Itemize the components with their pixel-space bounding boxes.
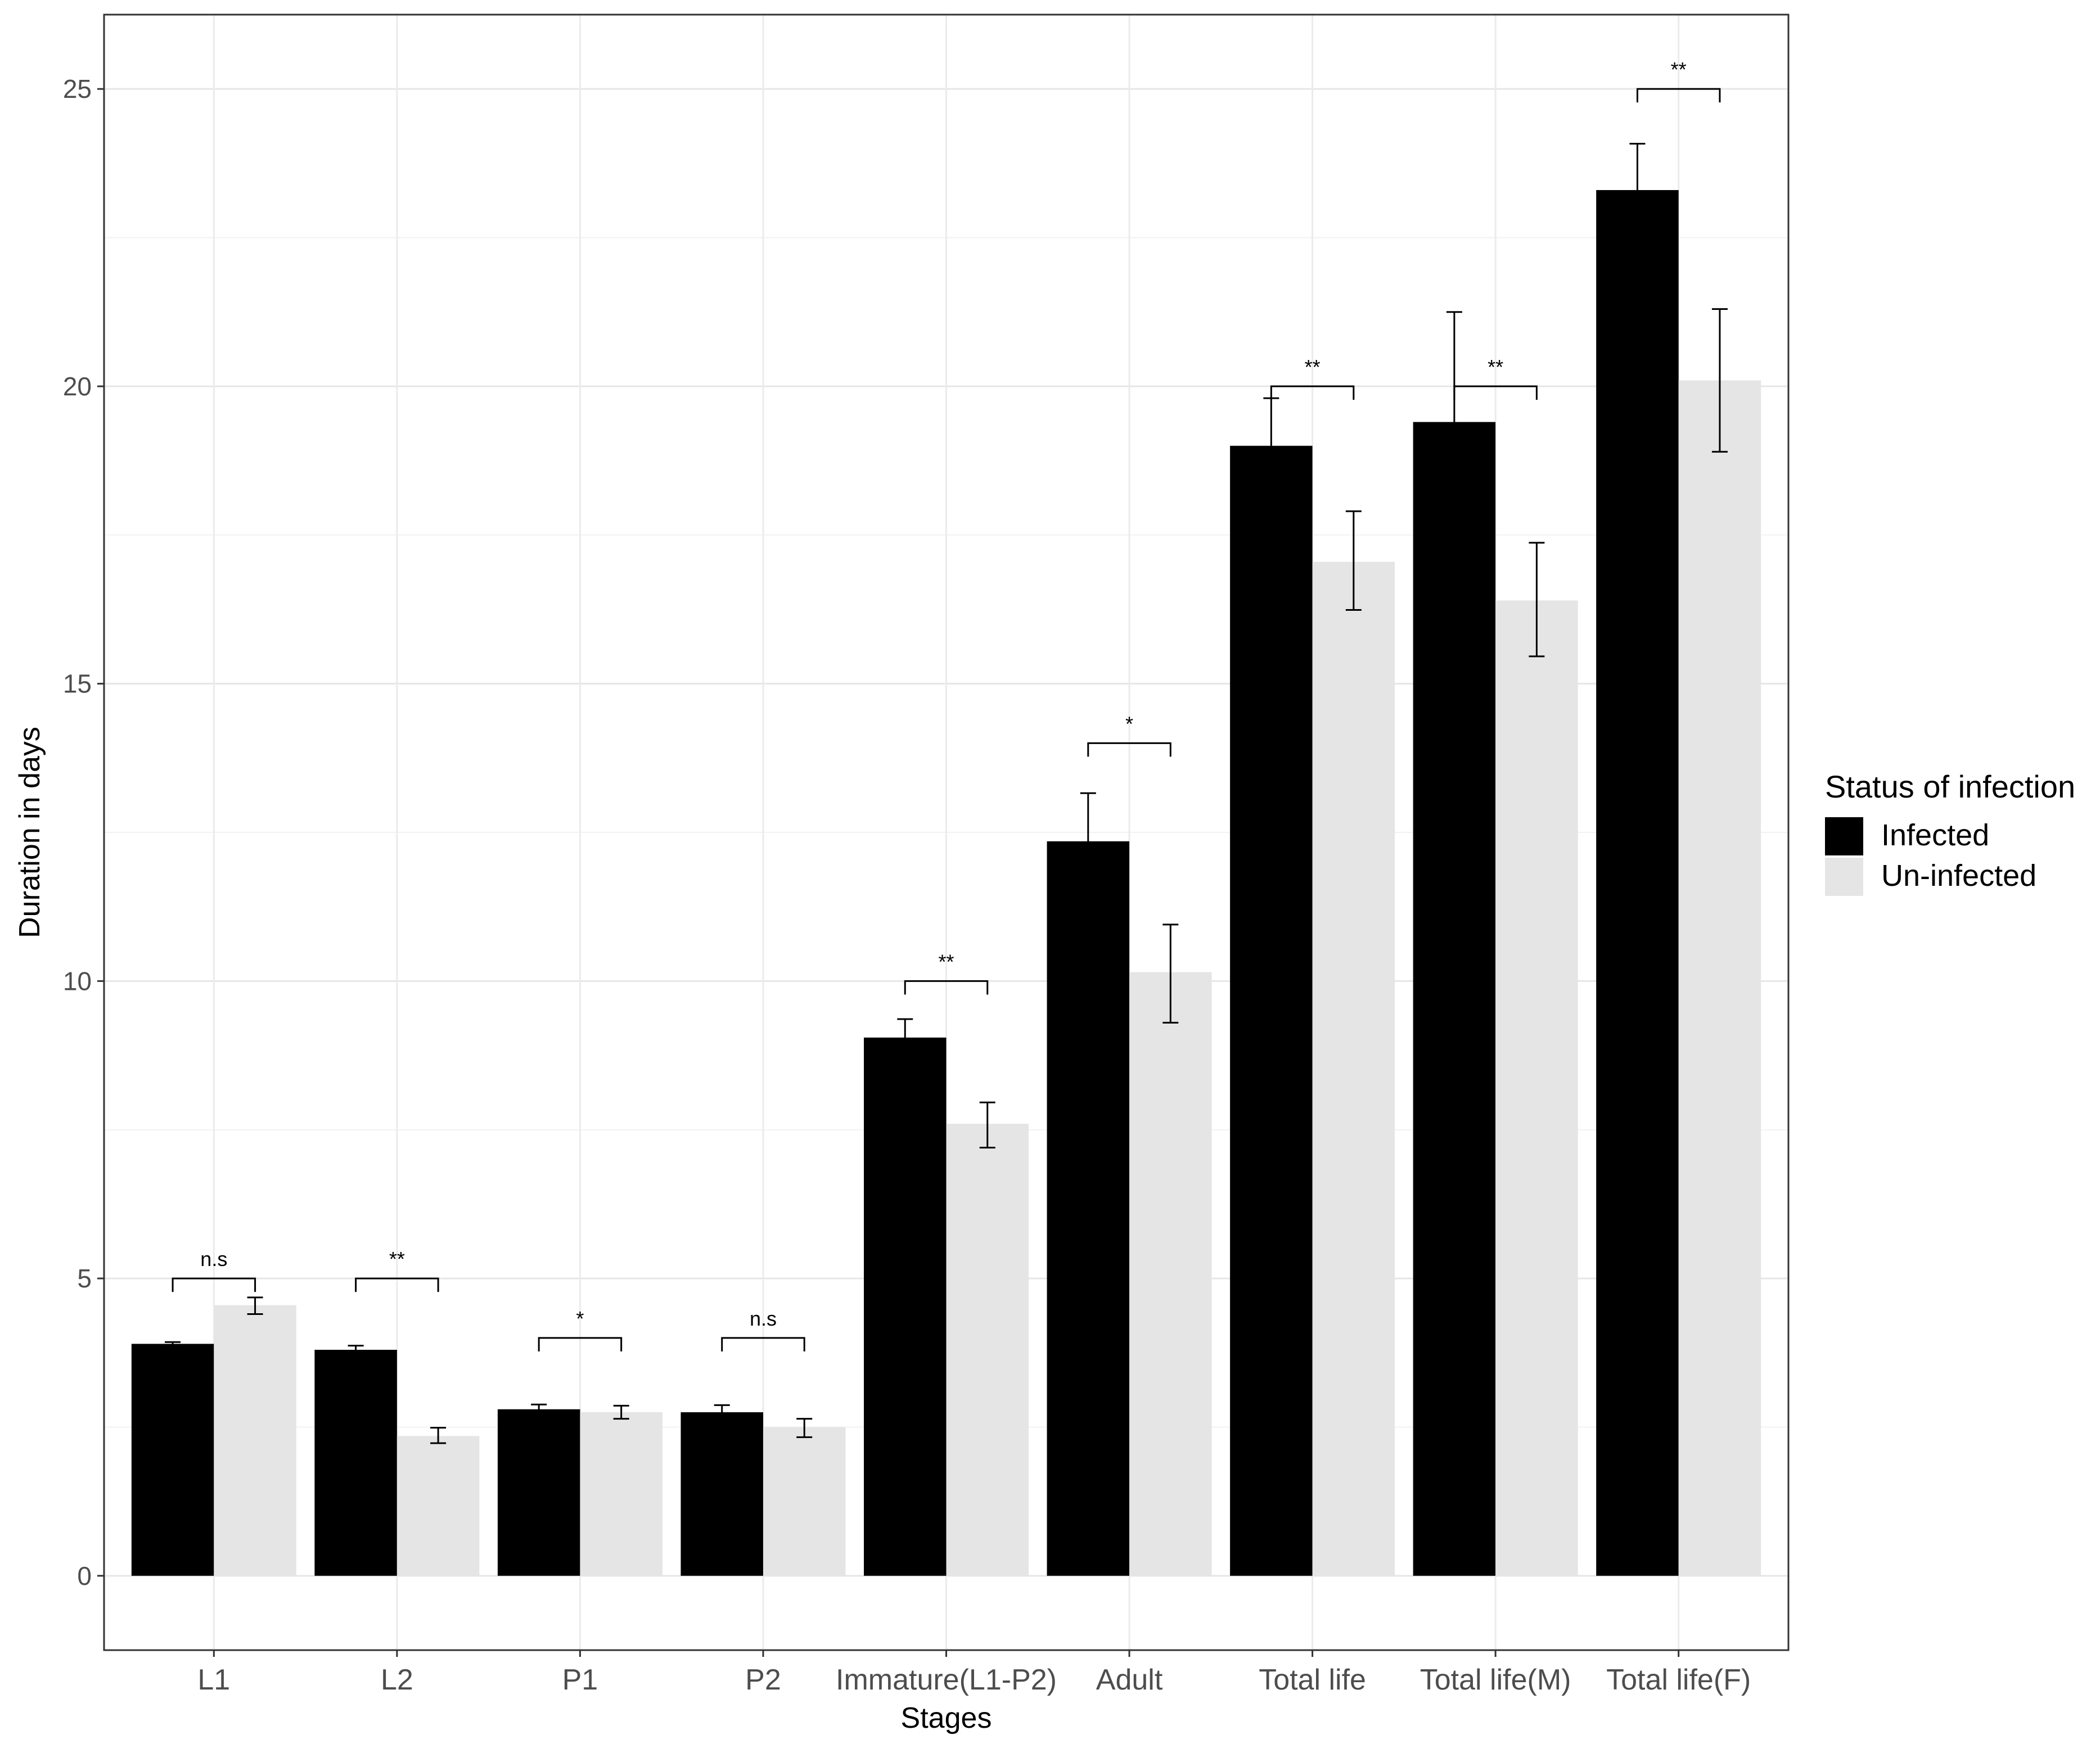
x-tick-label: Adult — [1096, 1664, 1163, 1696]
legend-title: Status of infection — [1825, 769, 2075, 804]
x-tick-label: L1 — [197, 1664, 230, 1696]
significance-bracket — [1453, 385, 1538, 400]
bar-infected — [131, 1344, 214, 1576]
significance-bracket — [1087, 742, 1171, 757]
significance-label: ** — [1671, 58, 1687, 81]
significance-label: ** — [389, 1247, 405, 1271]
bar-uninfected — [396, 1436, 480, 1576]
x-tick-label: L2 — [381, 1664, 413, 1696]
significance-label: n.s — [200, 1247, 227, 1271]
x-tick-label: Total life(M) — [1420, 1664, 1571, 1696]
x-tick-label: P1 — [562, 1664, 598, 1696]
bar-uninfected — [1129, 972, 1212, 1576]
significance-bracket — [1636, 88, 1721, 103]
x-tick-label: Total life — [1259, 1664, 1366, 1696]
y-tick-label: 0 — [77, 1561, 92, 1591]
legend-key-infected — [1825, 817, 1863, 855]
bar-infected — [1230, 445, 1313, 1576]
bar-infected — [1413, 422, 1496, 1576]
bar-uninfected — [214, 1305, 296, 1576]
bar-uninfected — [580, 1412, 663, 1576]
significance-label: * — [576, 1307, 584, 1330]
legend-key-uninfected — [1825, 858, 1863, 896]
significance-label: ** — [1305, 355, 1321, 379]
significance-bracket — [1270, 385, 1355, 400]
x-tick-label: Immature(L1-P2) — [836, 1664, 1057, 1696]
y-axis-ticks: 0 5 10 15 20 25 — [63, 74, 104, 1591]
y-tick-label: 10 — [63, 966, 92, 995]
error-bars — [165, 142, 1728, 1444]
y-tick-label: 25 — [63, 74, 92, 103]
y-tick-label: 15 — [63, 669, 92, 699]
bar-uninfected — [1495, 600, 1578, 1576]
significance-label: ** — [1488, 355, 1503, 379]
bar-uninfected — [1678, 380, 1761, 1576]
legend-label: Un-infected — [1881, 859, 2036, 893]
bars — [131, 190, 1761, 1576]
significance-annotations: n.s *** n.s***** **** — [172, 58, 1721, 1351]
y-tick-label: 20 — [63, 372, 92, 401]
bar-infected — [1596, 190, 1679, 1576]
x-axis-ticks: L1 L2 P1 P2 Immature(L1-P2) Adult Total life To… — [197, 1650, 1751, 1696]
bar-infected — [314, 1349, 397, 1576]
x-axis-title: Stages — [901, 1702, 992, 1735]
bar-infected — [864, 1037, 947, 1576]
bar-uninfected — [946, 1124, 1029, 1576]
bar-uninfected — [1312, 561, 1395, 1576]
significance-bracket — [904, 980, 989, 995]
y-axis-title: Duration in days — [13, 727, 46, 938]
significance-bracket — [721, 1337, 805, 1351]
x-tick-label: P2 — [745, 1664, 781, 1696]
significance-label: * — [1125, 712, 1133, 735]
bar-infected — [681, 1412, 763, 1576]
y-tick-label: 5 — [77, 1264, 92, 1293]
significance-label: ** — [938, 950, 954, 973]
legend: Status of infection Infected Un-infected — [1825, 769, 2075, 896]
significance-bracket — [355, 1277, 439, 1292]
legend-label: Infected — [1881, 818, 1989, 852]
bar-infected — [1047, 841, 1130, 1576]
significance-bracket — [172, 1277, 256, 1292]
x-tick-label: Total life(F) — [1606, 1664, 1751, 1696]
significance-bracket — [538, 1337, 623, 1351]
bar-infected — [497, 1409, 580, 1576]
significance-label: n.s — [750, 1307, 777, 1330]
bar-uninfected — [763, 1427, 846, 1576]
